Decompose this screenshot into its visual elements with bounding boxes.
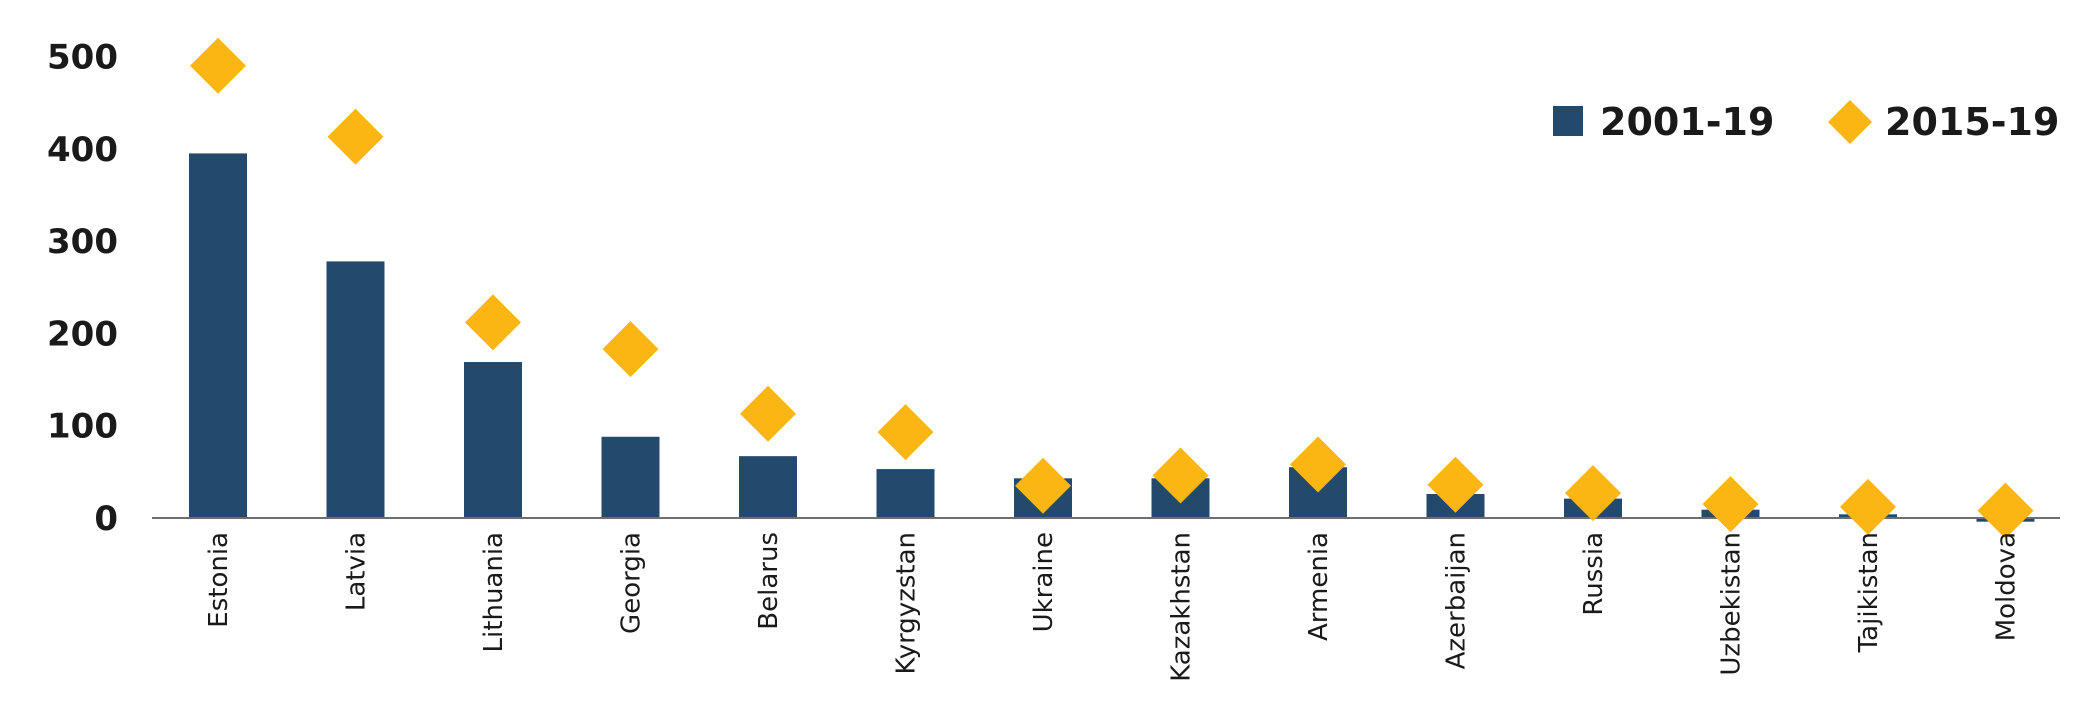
diamond-marker [327, 108, 384, 165]
legend-label-2015-19: 2015-19 [1885, 100, 2059, 144]
diamond-marker [1015, 457, 1071, 514]
y-tick-label: 0 [94, 499, 118, 539]
legend-swatch-bar [1553, 106, 1583, 136]
x-tick-label: Kazakhstan [1167, 532, 1197, 682]
diamond-marker [1152, 447, 1209, 504]
diamond-marker [1977, 482, 2034, 539]
y-tick-label: 400 [47, 130, 118, 170]
y-tick-label: 200 [47, 314, 118, 354]
x-tick-label: Tajikistan [1854, 532, 1884, 653]
legend-label-2001-19: 2001-19 [1600, 100, 1774, 144]
diamond-marker [1702, 476, 1759, 533]
diamond-marker [1840, 478, 1896, 535]
y-tick-label: 100 [47, 407, 118, 447]
x-tick-label: Kyrgyzstan [892, 532, 922, 674]
bar [189, 153, 247, 519]
x-tick-label: Moldova [1992, 532, 2022, 641]
x-tick-label: Latvia [342, 532, 372, 611]
bar-series-2001-19 [189, 153, 2035, 522]
legend: 2001-19 2015-19 [1553, 100, 2059, 144]
diamond-marker [1427, 456, 1484, 513]
diamond-marker [877, 404, 934, 461]
diamond-marker [465, 294, 521, 351]
bar [326, 261, 385, 518]
x-tick-label: Lithuania [479, 532, 509, 652]
y-axis: 0 100 200 300 400 500 [47, 38, 118, 540]
bar [601, 436, 660, 518]
x-tick-label: Uzbekistan [1717, 532, 1747, 676]
bar [739, 456, 797, 518]
diamond-marker [1290, 436, 1346, 493]
diamond-marker [1565, 465, 1621, 522]
x-axis: Estonia Latvia Lithuania Georgia Belarus Kyrg… [204, 532, 2022, 682]
marker-series-2015-19 [190, 37, 2034, 539]
diamond-marker [602, 321, 659, 378]
x-tick-label: Belarus [754, 532, 784, 630]
x-tick-label: Estonia [204, 532, 234, 628]
x-tick-label: Ukraine [1029, 532, 1059, 632]
x-tick-label: Russia [1579, 532, 1609, 616]
x-tick-label: Azerbaijan [1442, 532, 1472, 669]
diamond-marker [190, 37, 246, 94]
bar [464, 362, 522, 518]
x-tick-label: Georgia [617, 532, 647, 634]
diamond-marker [740, 385, 796, 442]
bar [876, 469, 935, 518]
legend-swatch-diamond [1828, 100, 1872, 144]
x-tick-label: Armenia [1304, 532, 1334, 641]
y-tick-label: 300 [47, 222, 118, 262]
y-tick-label: 500 [47, 38, 118, 78]
